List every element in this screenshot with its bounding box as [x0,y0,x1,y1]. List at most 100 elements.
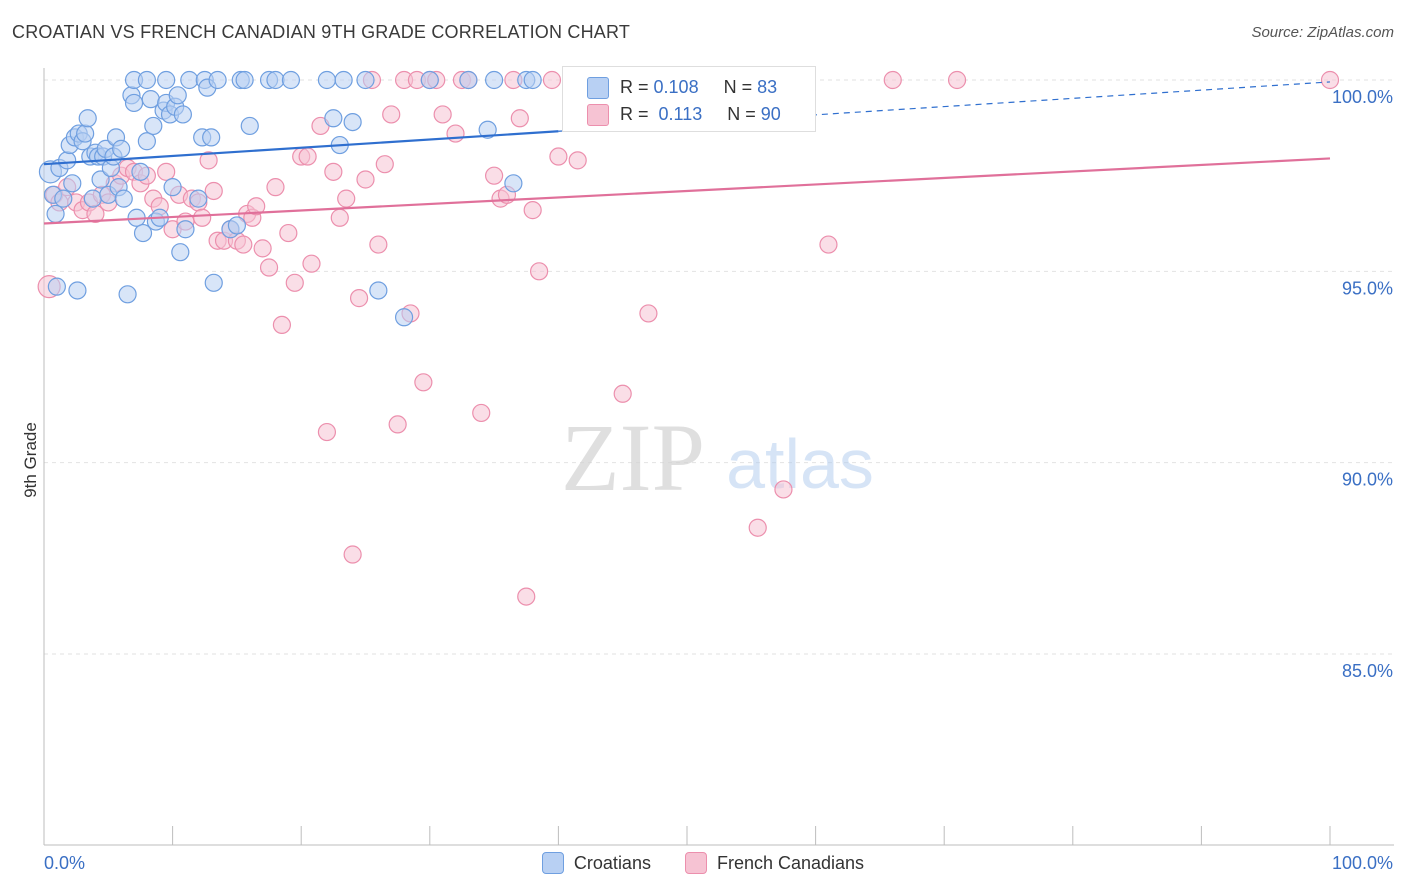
croatians-point [124,93,144,113]
y-axis-label: 9th Grade [21,422,40,498]
french-canadians-point [193,208,212,227]
croatians-point [78,109,97,128]
watermark-zip: ZIP [561,404,705,511]
y-tick-label: 95.0% [1342,278,1393,298]
croatians-point [133,223,153,243]
legend-swatch-french [684,852,707,874]
french-canadians-point [317,422,337,442]
croatians-point [356,70,375,90]
french-canadians-point [349,289,369,308]
croatians-point [176,220,195,239]
french-canadians-point [549,147,568,166]
croatians-point [131,162,150,181]
french-canadians-point [1320,70,1340,90]
croatians-point [420,70,439,90]
croatians-point [504,174,523,193]
croatians-point [54,189,73,208]
croatians-point [394,308,414,327]
french-canadians-point [330,208,349,227]
french-canadians-point [433,105,452,124]
french-canadians-point [819,235,838,254]
croatians-point [334,70,353,90]
french-canadians-point [947,70,967,90]
french-r-label: R = [620,103,649,124]
croatians-r-label: R = [620,76,649,97]
legend-item-french[interactable]: French Canadians [684,852,865,874]
french-swatch [587,104,609,126]
legend-label-croatians: Croatians [573,852,651,873]
croatians-point [235,70,254,90]
french-n-value: 90 [760,103,781,124]
y-tick-label: 85.0% [1342,661,1393,681]
french-canadians-trend-line [43,157,1331,225]
x-tick-label-min: 0.0% [44,853,85,873]
chart-title: CROATIAN VS FRENCH CANADIAN 9TH GRADE CO… [12,22,631,42]
croatians-point [227,216,246,235]
french-canadians-point [337,189,356,208]
french-canadians-point [382,105,401,124]
french-canadians-point [639,304,658,323]
french-canadians-point [247,197,266,216]
french-canadians-point [302,254,321,273]
croatians-point [173,105,192,124]
french-canadians-point [883,70,902,90]
french-canadians-point [234,235,253,254]
croatians-point [369,281,388,300]
croatians-point [240,116,259,136]
french-canadians-point [774,480,793,499]
french-canadians-point [472,403,491,423]
croatians-point [478,120,497,139]
croatians-point [144,116,163,136]
croatians-point [118,285,137,304]
french-canadians-point [356,170,375,189]
french-canadians-point [748,518,767,537]
croatians-point [343,112,362,132]
croatians-trend-line [43,130,559,166]
croatians-point [459,70,478,90]
croatians-point [281,70,301,90]
french-canadians-point [414,373,433,392]
french-canadians-point [253,239,272,258]
croatians-point [171,243,190,262]
y-tick-label: 100.0% [1332,87,1393,107]
watermark-atlas: atlas [726,425,874,503]
french-canadians-point [375,155,394,174]
french-canadians-point [157,162,176,181]
croatians-point [485,70,504,90]
french-canadians-point [510,109,529,128]
french-canadians-point [272,315,292,335]
croatians-point [58,151,77,170]
croatians-point [317,70,337,90]
french-canadians-point [369,235,388,254]
french-canadians-point [298,147,317,166]
axes [43,68,1394,846]
french-canadians-point [613,384,632,403]
croatians-n-label: N = [723,76,753,97]
croatians-point [189,189,208,208]
croatians-point [83,189,102,208]
croatians-point [324,109,343,128]
french-n-label: N = [727,103,756,124]
croatians-point [112,139,131,158]
french-canadians-point [485,166,504,185]
x-tick-label-max: 100.0% [1332,853,1393,873]
croatians-point [47,277,66,296]
french-canadians-point [542,70,562,90]
croatians-trend-extension [558,81,1331,132]
croatians-point [68,281,87,300]
croatians-point [163,178,182,197]
french-canadians-point [523,201,542,220]
croatians-point [137,132,156,151]
croatians-point [157,70,176,90]
y-tick-label: 90.0% [1342,470,1393,490]
croatians-n-value: 83 [757,76,778,97]
legend-item-croatians[interactable]: Croatians [541,852,651,874]
legend-label-french: French Canadians [716,852,865,873]
croatians-point [76,124,95,143]
croatians-point [208,70,227,90]
trend-lines [43,81,1331,225]
croatians-point [180,70,199,90]
croatians-point [91,170,110,189]
french-canadians-point [259,258,279,277]
